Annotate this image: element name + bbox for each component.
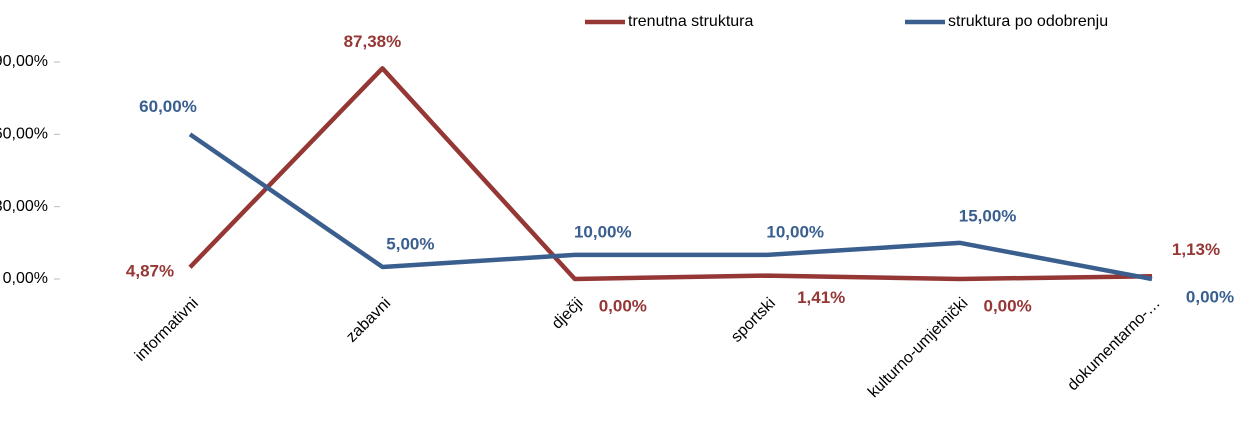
x-tick-label: dječji [549, 295, 587, 333]
data-label: 10,00% [574, 222, 632, 241]
y-tick-label: 90,00% [0, 53, 48, 70]
y-tick-label: 30,00% [0, 198, 48, 215]
data-label: 0,00% [599, 296, 647, 315]
data-label: 1,41% [797, 288, 845, 307]
data-label: 87,38% [344, 32, 402, 51]
data-label: 5,00% [386, 234, 434, 253]
data-label: 0,00% [983, 296, 1031, 315]
x-tick-label: dokumentarno-… [1064, 295, 1163, 394]
line-series [188, 132, 1153, 282]
y-tick-label: 0,00% [3, 270, 48, 287]
x-tick-label: kulturno-umjetnički [865, 295, 971, 401]
legend-label: trenutna struktura [628, 13, 754, 30]
data-label: 0,00% [1186, 287, 1234, 306]
data-label: 4,87% [126, 262, 174, 281]
x-tick-label: informativni [132, 295, 202, 365]
line-series [188, 66, 1153, 282]
data-label: 15,00% [959, 206, 1017, 225]
legend-label: struktura po odobrenju [948, 13, 1108, 30]
x-tick-label: zabavni [343, 295, 394, 346]
y-tick-label: 60,00% [0, 126, 48, 143]
data-label: 60,00% [139, 97, 197, 116]
x-tick-label: sportski [728, 295, 779, 346]
data-label: 10,00% [766, 222, 824, 241]
data-label: 1,13% [1172, 240, 1220, 259]
